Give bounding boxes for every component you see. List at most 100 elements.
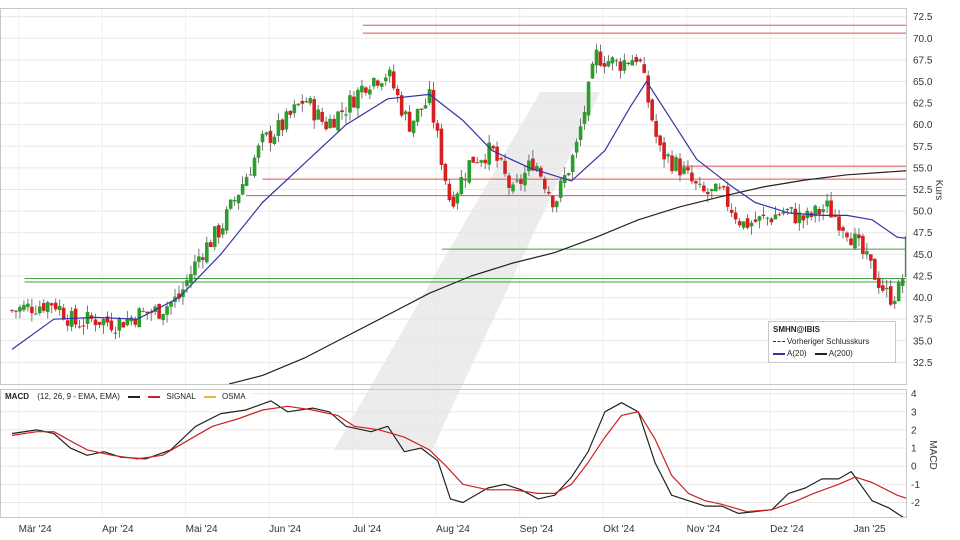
macd-legend-signal: SIGNAL	[166, 392, 196, 401]
candle-body	[642, 64, 647, 73]
candle-body	[248, 174, 253, 176]
candle-body	[662, 142, 666, 160]
price-marks	[10, 24, 906, 384]
candle-body	[360, 85, 364, 93]
candle-body	[558, 180, 563, 198]
candle-body	[793, 208, 798, 224]
candle-body	[197, 256, 201, 262]
macd-tick-label: 4	[911, 389, 917, 400]
candle-body	[336, 111, 340, 131]
watermark-logo	[334, 92, 600, 450]
x-tick-label: Mär '24	[19, 524, 52, 535]
candle-body	[256, 145, 261, 158]
candle-body	[260, 133, 265, 143]
candle-body	[618, 61, 623, 71]
price-legend: SMHN@IBIS Vorheriger Schlusskurs A(20) A…	[768, 321, 896, 363]
candle-body	[495, 146, 499, 161]
candle-body	[877, 277, 881, 288]
candle-body	[53, 302, 58, 310]
candle-body	[10, 310, 14, 312]
legend-symbol: SMHN@IBIS	[773, 325, 820, 334]
macd-tick-label: -2	[911, 498, 920, 509]
candle-body	[157, 304, 161, 319]
candle-body	[479, 160, 483, 163]
candle-body	[570, 155, 575, 173]
legend-prev-close-label: Vorheriger Schlusskurs	[787, 337, 870, 346]
candle-body	[34, 313, 38, 315]
macd-tick-label: 0	[911, 462, 917, 473]
price-tick-label: 52.5	[913, 185, 933, 196]
candle-body	[821, 209, 825, 213]
candle-body	[511, 184, 515, 192]
candle-body	[865, 251, 869, 255]
macd-tick-label: 2	[911, 425, 917, 436]
x-tick-label: Sep '24	[520, 524, 554, 535]
candle-body	[670, 155, 674, 172]
candle-body	[201, 257, 205, 260]
candle-body	[352, 96, 356, 108]
candle-body	[638, 59, 643, 62]
candle-body	[240, 184, 245, 195]
candle-body	[634, 57, 639, 63]
candle-body	[308, 98, 313, 104]
price-tick-label: 65.0	[913, 77, 933, 88]
candle-body	[113, 332, 118, 334]
candle-body	[574, 141, 579, 153]
candle-body	[650, 99, 654, 121]
candle-body	[383, 77, 388, 82]
candle-body	[18, 307, 22, 312]
candle-body	[205, 242, 209, 263]
candle-body	[288, 110, 293, 115]
candle-body	[702, 185, 706, 192]
candle-body	[554, 201, 559, 208]
candle-body	[455, 193, 460, 204]
candle-body	[674, 157, 678, 171]
candle-body	[610, 57, 615, 64]
candle-body	[423, 105, 428, 109]
candle-body	[880, 285, 885, 291]
candle-body	[873, 258, 877, 280]
candle-body	[344, 114, 348, 116]
candle-body	[22, 304, 26, 310]
candle-body	[133, 318, 138, 325]
macd-legend-params: (12, 26, 9 - EMA, EMA)	[37, 392, 120, 401]
candle-body	[801, 215, 806, 221]
candle-body	[284, 111, 289, 130]
candle-body	[403, 111, 408, 115]
candle-body	[232, 199, 237, 202]
candle-body	[45, 302, 50, 312]
candle-body	[884, 287, 889, 290]
candle-body	[777, 214, 782, 216]
price-tick-label: 70.0	[913, 34, 933, 45]
candle-body	[745, 218, 750, 228]
candle-body	[813, 205, 817, 217]
candle-body	[312, 99, 316, 121]
candle-body	[825, 200, 829, 207]
candle-body	[264, 132, 269, 135]
candle-body	[531, 158, 535, 171]
candle-body	[606, 61, 611, 67]
candle-body	[26, 303, 30, 308]
candle-body	[598, 51, 603, 66]
candle-body	[471, 156, 476, 163]
candle-body	[328, 118, 332, 129]
x-tick-label: Okt '24	[603, 524, 635, 535]
candle-body	[869, 254, 873, 261]
candle-body	[451, 196, 456, 207]
candle-body	[614, 60, 619, 62]
candle-body	[316, 109, 320, 120]
candle-body	[220, 228, 225, 235]
x-tick-label: Dez '24	[770, 524, 804, 535]
candle-body	[837, 216, 841, 231]
candle-body	[527, 160, 531, 172]
candle-body	[121, 322, 126, 328]
candle-body	[228, 199, 233, 209]
candle-body	[109, 320, 114, 331]
candle-body	[483, 159, 487, 164]
x-tick-label: Apr '24	[102, 524, 134, 535]
candle-body	[725, 186, 730, 207]
candle-body	[236, 194, 241, 204]
candle-body	[459, 177, 464, 195]
candle-body	[686, 167, 690, 171]
candle-body	[431, 89, 436, 123]
